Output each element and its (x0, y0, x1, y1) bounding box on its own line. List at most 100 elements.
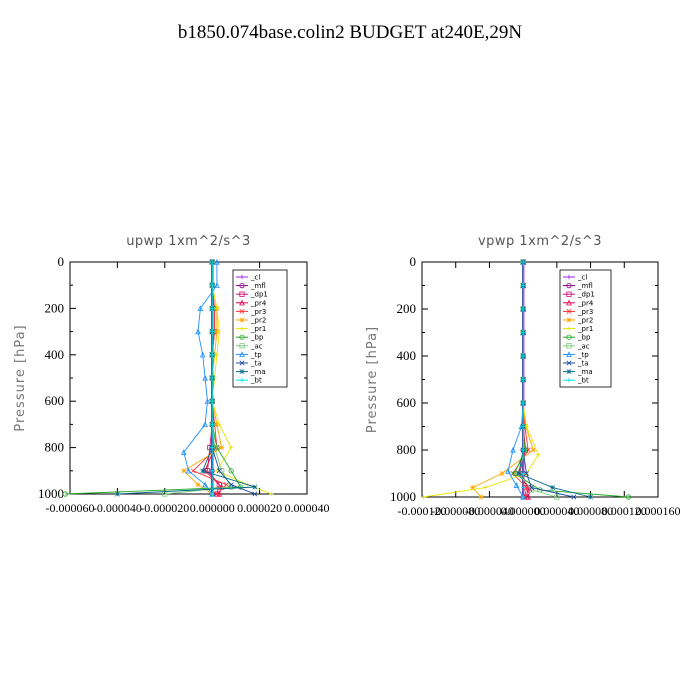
legend-marker (566, 291, 572, 297)
data-point (520, 494, 526, 500)
legend-label: _ma (250, 368, 266, 376)
data-point (219, 445, 225, 451)
data-point (62, 491, 68, 497)
data-point (588, 494, 594, 500)
x-tick-label: -0.000120 (398, 504, 447, 518)
plot-title: vpwp 1xm^2/s^3 (478, 234, 602, 249)
data-point (520, 353, 526, 359)
data-point (216, 468, 222, 474)
y-tick-label: 1000 (38, 486, 64, 501)
legend-marker (566, 378, 572, 383)
data-point (520, 400, 526, 406)
legend-label: _cl (577, 274, 587, 282)
y-axis-label: Pressure [hPa] (13, 324, 28, 431)
data-point (571, 494, 577, 500)
legend-marker (239, 282, 245, 289)
data-point (470, 485, 476, 491)
data-point (181, 468, 187, 474)
legend-label: _pr2 (577, 317, 593, 325)
panel-vpwp: vpwp 1xm^2/s^3 Pressure [hPa] 0 200 400 600 80… (365, 234, 681, 518)
legend-label: _tp (250, 351, 262, 359)
legend-label: _mfl (250, 282, 266, 290)
data-point (524, 485, 529, 491)
data-point (214, 491, 220, 497)
y-tick-label: 200 (45, 300, 65, 315)
x-tick-label: 0.000020 (237, 501, 282, 515)
x-tick-label: -0.000080 (431, 504, 480, 518)
data-point (529, 485, 535, 491)
data-point (513, 482, 520, 488)
x-tick-label: 0.000000 (501, 504, 546, 518)
data-point (210, 482, 215, 487)
data-point (210, 375, 215, 381)
data-point (197, 305, 204, 312)
data-point (217, 422, 222, 427)
legend-marker (566, 282, 572, 289)
y-axis-label: Pressure [hPa] (365, 326, 380, 433)
legend-marker (566, 334, 572, 340)
data-point (210, 352, 215, 357)
data-point (228, 482, 234, 488)
x-tick-label: -0.000040 (465, 504, 514, 518)
data-point (510, 446, 516, 453)
x-tick-label: 0.000040 (534, 504, 579, 518)
figure-title: b1850.074base.colin2 BUDGET at240E,29N (177, 22, 523, 43)
y-tick-label: 600 (397, 395, 417, 410)
data-point (214, 282, 220, 288)
y-tick-label: 400 (45, 347, 65, 362)
legend-marker (239, 326, 245, 331)
legend-marker (239, 369, 245, 375)
data-point (269, 491, 274, 497)
legend-marker (239, 343, 245, 349)
data-point (625, 494, 632, 500)
series-line (164, 262, 232, 495)
data-point (252, 484, 258, 490)
data-point (200, 468, 206, 474)
y-tick-label: 0 (58, 254, 65, 269)
data-point (202, 481, 208, 488)
plot-frame (421, 261, 659, 498)
legend-label: _dp1 (577, 291, 595, 299)
data-point (210, 329, 215, 334)
x-tick-label: 0.000000 (190, 501, 235, 515)
data-point (210, 399, 215, 404)
legend-label: _mfl (577, 282, 593, 290)
legend-label: _bt (577, 377, 589, 385)
data-point (214, 421, 220, 427)
data-point (217, 329, 222, 334)
y-tick-label: 200 (397, 301, 417, 316)
legend-marker (566, 274, 572, 280)
legend-marker (566, 317, 572, 323)
legend-marker (239, 378, 245, 383)
data-point (520, 471, 526, 476)
y-tick-label: 400 (397, 348, 417, 363)
legend-label: _cl (250, 274, 260, 282)
legend-marker (566, 308, 572, 314)
legend-marker (239, 308, 245, 314)
data-point (536, 452, 541, 457)
legend-label: _ac (250, 342, 263, 350)
y-tick-label: 800 (45, 440, 65, 455)
data-point (520, 485, 526, 490)
data-point (238, 484, 244, 490)
data-point (550, 485, 556, 491)
data-point (520, 377, 526, 382)
data-point (210, 306, 215, 311)
data-point (214, 306, 220, 311)
legend-marker (566, 299, 572, 306)
legend-label: _pr1 (250, 325, 266, 333)
legend-marker (239, 299, 245, 306)
legend-label: _pr4 (250, 299, 267, 307)
legend-label: _bp (577, 334, 591, 342)
data-point (114, 491, 120, 497)
data-point (520, 424, 526, 429)
data-point (525, 493, 532, 500)
legend-marker (566, 326, 572, 331)
panel-upwp: upwp 1xm^2/s^3 Pressure [hPa] 0 200 400 600 80… (13, 234, 330, 515)
data-point (214, 468, 220, 473)
legend-label: _pr2 (250, 317, 266, 325)
series-bt (210, 259, 215, 497)
legend-label: _bt (250, 377, 262, 385)
x-tick-label: 0.000160 (636, 504, 681, 518)
